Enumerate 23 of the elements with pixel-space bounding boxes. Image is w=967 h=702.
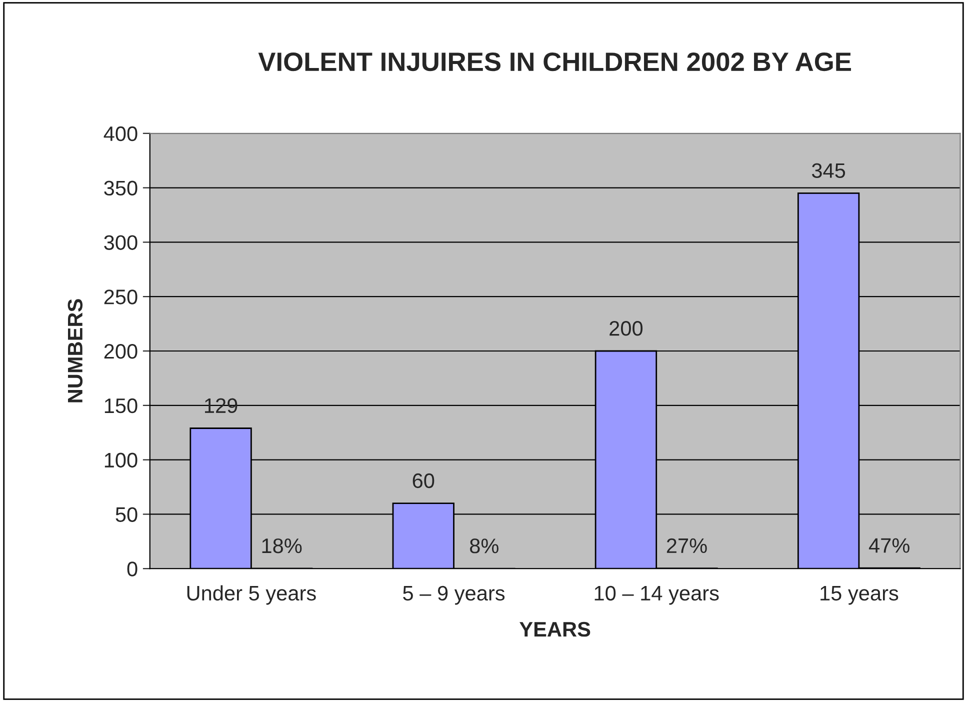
y-tick-label: 350 xyxy=(104,180,138,196)
x-tick-label: Under 5 years xyxy=(187,585,316,605)
data-label: 47% xyxy=(868,538,910,553)
x-tick-label: 10 – 14 years xyxy=(594,586,719,605)
y-tick-label: 0 xyxy=(127,562,138,576)
x-axis-title: YEARS xyxy=(520,622,590,637)
x-tick-label: 5 – 9 years xyxy=(403,586,505,605)
y-tick-label: 100 xyxy=(104,452,138,468)
data-label: 60 xyxy=(412,473,434,488)
data-label: 18% xyxy=(262,538,302,554)
chart-title: VIOLENT INJUIRES IN CHILDREN 2002 BY AGE xyxy=(258,52,851,72)
x-tick-label: 15 years xyxy=(820,586,898,605)
data-label: 200 xyxy=(610,321,643,336)
y-tick-label: 250 xyxy=(104,290,138,304)
data-label: 27% xyxy=(666,538,707,554)
data-label: 345 xyxy=(812,163,846,178)
y-tick-label: 300 xyxy=(104,235,138,250)
data-label: 8% xyxy=(470,538,498,554)
y-tick-label: 150 xyxy=(104,398,138,414)
y-axis-title: NUMBERS xyxy=(68,299,83,402)
y-tick-label: 50 xyxy=(116,507,138,522)
y-tick-label: 400 xyxy=(104,126,138,142)
y-tick-label: 200 xyxy=(104,344,138,359)
